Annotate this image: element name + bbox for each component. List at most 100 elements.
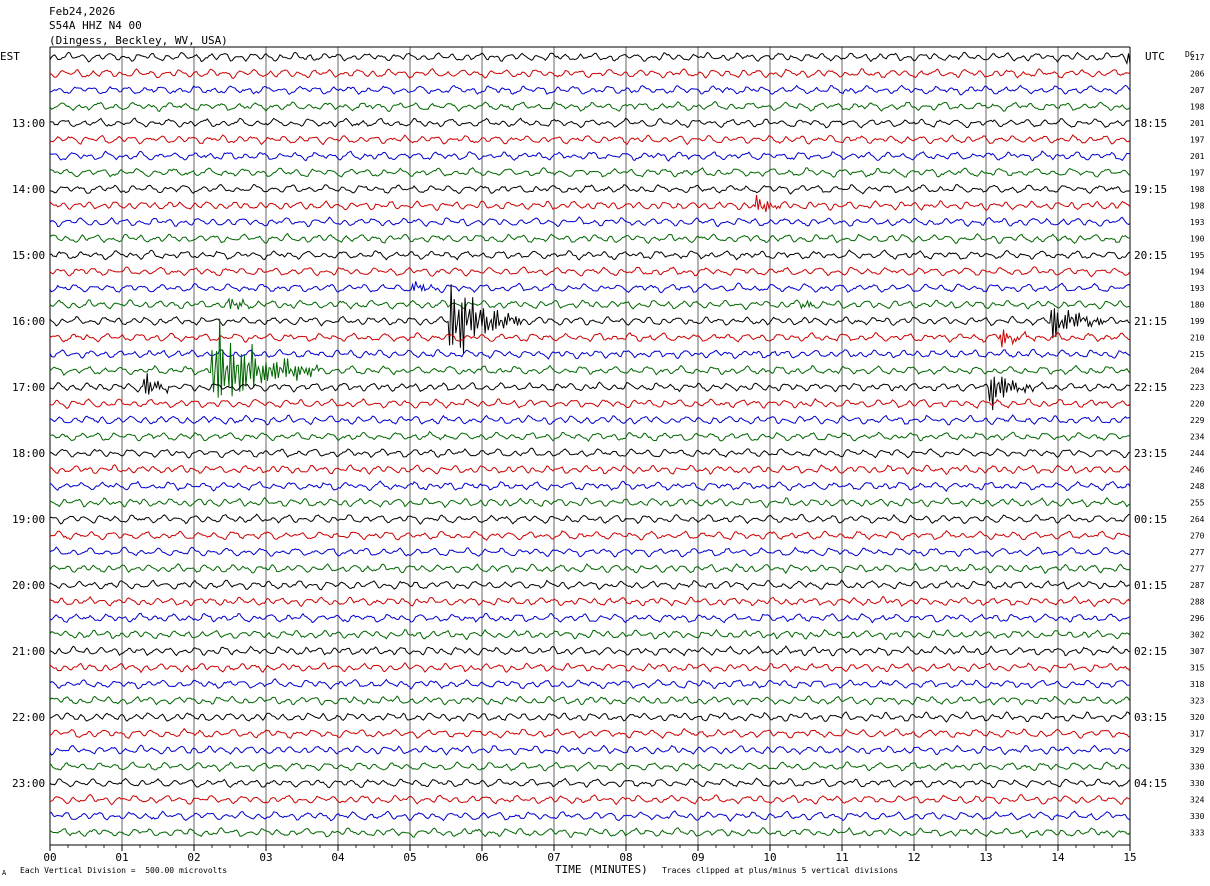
- est-hour-label: 18:00: [12, 447, 45, 460]
- trace-row-3: [49, 100, 1131, 113]
- trace-row-30: [49, 546, 1131, 558]
- x-tick-label: 09: [691, 851, 704, 864]
- x-tick-label: 02: [187, 851, 200, 864]
- dc-offset-label: 330: [1190, 812, 1205, 821]
- minute-gridlines: [49, 46, 1131, 846]
- utc-hour-label: 03:15: [1134, 711, 1167, 724]
- dc-offset-label: 324: [1190, 796, 1205, 805]
- est-hour-label: 22:00: [12, 711, 45, 724]
- dc-offset-label: 330: [1190, 763, 1205, 772]
- plot-date: Feb24,2026: [49, 5, 116, 18]
- trace-row-35: [49, 628, 1131, 641]
- dc-offset-label: 215: [1190, 350, 1205, 359]
- trace-row-33: [49, 595, 1131, 608]
- trace-row-22: [49, 414, 1131, 426]
- est-hour-label: 21:00: [12, 645, 45, 658]
- trace-row-27: [49, 496, 1131, 509]
- dc-offset-label: 270: [1190, 532, 1205, 541]
- x-tick-label: 06: [475, 851, 488, 864]
- dc-offset-label: 206: [1190, 70, 1205, 79]
- station-code: S54A HHZ N4 00: [49, 19, 142, 32]
- trace-row-42: [49, 744, 1131, 756]
- utc-hour-label: 21:15: [1134, 315, 1167, 328]
- dc-offset-label: 199: [1190, 317, 1205, 326]
- dc-offset-label: 220: [1190, 400, 1205, 409]
- utc-hour-label: 02:15: [1134, 645, 1167, 658]
- x-tick-label: 11: [835, 851, 848, 864]
- dc-offset-label: 296: [1190, 614, 1205, 623]
- trace-row-23: [49, 430, 1130, 442]
- trace-row-15: [49, 297, 1131, 311]
- x-tick-label: 00: [43, 851, 56, 864]
- x-tick-label: 01: [115, 851, 128, 864]
- trace-row-0: [49, 51, 1131, 65]
- dc-offset-label: 302: [1190, 631, 1205, 640]
- dc-offset-label: 201: [1190, 152, 1205, 161]
- x-tick-label: 07: [547, 851, 560, 864]
- trace-row-19: [49, 318, 1131, 398]
- x-tick-label: 12: [907, 851, 920, 864]
- trace-row-32: [49, 579, 1130, 591]
- trace-row-43: [49, 761, 1131, 773]
- trace-row-29: [49, 530, 1131, 541]
- utc-hour-label: 23:15: [1134, 447, 1167, 460]
- dc-offset-label: 288: [1190, 598, 1205, 607]
- trace-row-46: [49, 810, 1131, 822]
- dc-offset-label: 248: [1190, 482, 1205, 491]
- dc-offset-label: 307: [1190, 647, 1205, 656]
- dc-offset-label: 317: [1190, 730, 1205, 739]
- trace-row-38: [49, 678, 1131, 690]
- dc-offset-label: 198: [1190, 202, 1205, 211]
- trace-row-26: [49, 480, 1131, 492]
- utc-hour-label: 19:15: [1134, 183, 1167, 196]
- est-hour-label: 16:00: [12, 315, 45, 328]
- trace-row-37: [49, 661, 1131, 674]
- utc-hour-label: 22:15: [1134, 381, 1167, 394]
- dc-offset-labels: 217 206 207 198 201 197 201 197 198 198 193 190 195 1…: [1190, 53, 1205, 838]
- trace-row-39: [49, 695, 1131, 706]
- dc-offset-label: 333: [1190, 829, 1205, 838]
- trace-row-5: [49, 134, 1131, 146]
- dc-offset-label: 234: [1190, 433, 1205, 442]
- dc-offset-label: 180: [1190, 301, 1205, 310]
- dc-offset-label: 207: [1190, 86, 1205, 95]
- station-location: (Dingess, Beckley, WV, USA): [49, 34, 228, 47]
- dc-offset-label: 193: [1190, 218, 1205, 227]
- dc-offset-label: 330: [1190, 779, 1205, 788]
- dc-offset-label: 244: [1190, 449, 1205, 458]
- dc-offset-label: 246: [1190, 466, 1205, 475]
- utc-hour-label: 04:15: [1134, 777, 1167, 790]
- trace-row-36: [49, 645, 1131, 657]
- x-tick-label: 08: [619, 851, 632, 864]
- dc-offset-label: 329: [1190, 746, 1205, 755]
- right-timezone-label: UTC: [1145, 50, 1165, 63]
- dc-offset-label: 323: [1190, 697, 1205, 706]
- dc-offset-label: 195: [1190, 251, 1205, 260]
- dc-offset-label: 217: [1190, 53, 1205, 62]
- trace-row-1: [49, 68, 1131, 79]
- trace-row-25: [49, 464, 1131, 476]
- seismic-traces: [49, 51, 1131, 839]
- trace-row-6: [49, 150, 1131, 162]
- left-timezone-label: EST: [0, 50, 20, 63]
- dc-offset-label: 315: [1190, 664, 1205, 673]
- utc-hour-label: 01:15: [1134, 579, 1167, 592]
- dc-offset-label: 223: [1190, 383, 1205, 392]
- trace-row-11: [49, 232, 1130, 245]
- trace-row-17: [49, 329, 1131, 348]
- est-hour-label: 19:00: [12, 513, 45, 526]
- trace-row-21: [49, 397, 1131, 410]
- dc-offset-label: 201: [1190, 119, 1205, 128]
- corner-mark: A: [2, 869, 7, 877]
- x-tick-label: 10: [763, 851, 776, 864]
- dc-offset-label: 264: [1190, 515, 1205, 524]
- trace-row-16: [49, 284, 1131, 354]
- dc-offset-label: 198: [1190, 103, 1205, 112]
- dc-offset-label: 193: [1190, 284, 1205, 293]
- x-tick-label: 03: [259, 851, 272, 864]
- vertical-division-note: Each Vertical Division = 500.00 microvol…: [20, 866, 228, 875]
- trace-row-41: [49, 727, 1131, 740]
- x-tick-label: 14: [1051, 851, 1065, 864]
- x-tick-label: 05: [403, 851, 416, 864]
